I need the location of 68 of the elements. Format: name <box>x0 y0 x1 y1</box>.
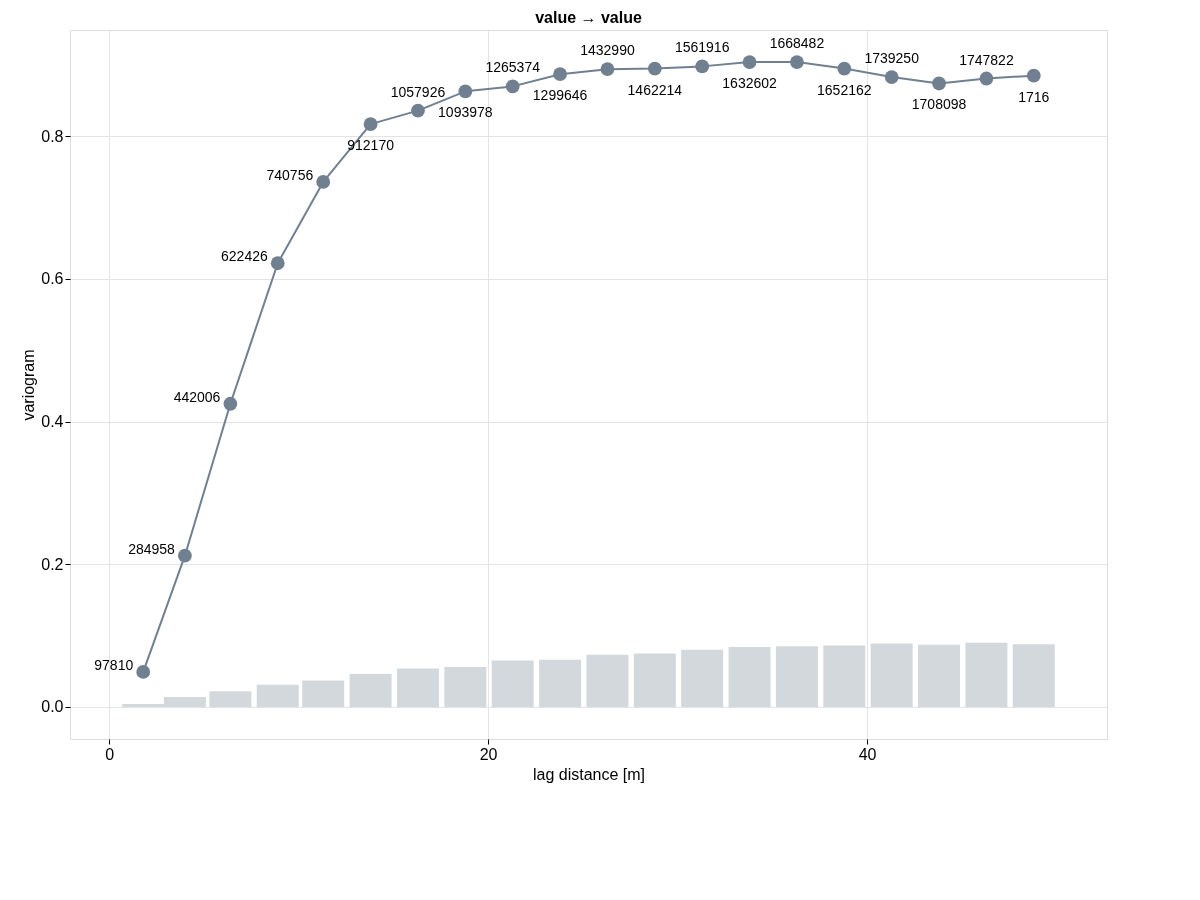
annotation: 1561916 <box>674 39 730 56</box>
bar <box>539 659 582 707</box>
annotation: 1668482 <box>769 35 825 52</box>
bar <box>256 684 299 707</box>
x-tick-label: 0 <box>105 745 115 763</box>
point <box>600 62 615 77</box>
point <box>742 55 757 69</box>
bar <box>396 668 439 707</box>
annotation: 284958 <box>128 540 176 557</box>
bar <box>633 653 676 707</box>
bar <box>491 660 534 707</box>
point <box>790 55 804 69</box>
point <box>270 256 285 271</box>
y-tick-label: 0.8 <box>41 127 64 145</box>
annotation: 1057926 <box>390 83 446 100</box>
annotation: 1708098 <box>911 96 967 113</box>
point <box>1026 68 1041 83</box>
bar <box>775 646 818 707</box>
bar <box>918 644 961 707</box>
point <box>837 61 852 76</box>
x-tick-label: 40 <box>858 745 877 763</box>
y-tick-label: 0.2 <box>41 555 64 573</box>
point <box>553 67 567 82</box>
annotation: 1462214 <box>627 81 683 98</box>
y-tick-label: 0.0 <box>41 698 64 716</box>
bar <box>681 649 724 707</box>
annotation: 97810 <box>94 656 134 673</box>
point <box>979 71 994 86</box>
annotation: 1432990 <box>580 42 635 59</box>
annotation: 1299646 <box>532 87 588 104</box>
bar <box>349 674 392 707</box>
point <box>505 79 520 94</box>
y-tick-label: 0.6 <box>41 270 64 288</box>
bar <box>1012 644 1055 707</box>
point <box>932 76 946 91</box>
annotation: 1265374 <box>485 59 541 76</box>
annotation: 442006 <box>173 388 221 405</box>
annotation: 1632602 <box>722 75 778 92</box>
y-tick-label: 0.4 <box>41 413 64 431</box>
point <box>411 103 425 118</box>
point <box>363 117 378 132</box>
bar <box>302 680 345 707</box>
annotation: 1716 <box>1018 88 1050 105</box>
chart-title: value → value <box>535 9 642 26</box>
point <box>458 84 473 99</box>
point <box>695 59 710 74</box>
point <box>316 175 331 189</box>
bar <box>823 645 866 707</box>
x-tick-label: 20 <box>479 745 498 763</box>
bar <box>444 666 487 707</box>
point <box>178 548 192 563</box>
annotation: 1747822 <box>959 51 1014 68</box>
bar <box>870 643 913 707</box>
point <box>647 61 662 76</box>
annotation: 622426 <box>221 248 268 265</box>
bar <box>965 642 1008 707</box>
point <box>223 396 238 411</box>
x-axis-title: lag distance [m] <box>532 765 646 783</box>
bar <box>209 691 252 707</box>
annotation: 1093978 <box>438 104 493 121</box>
bar <box>728 646 771 707</box>
annotation: 1652162 <box>817 81 872 98</box>
annotation: 1739250 <box>864 50 920 67</box>
bar <box>586 654 629 707</box>
point <box>136 665 151 679</box>
annotation: 740756 <box>266 166 314 183</box>
y-axis-title: variogram <box>20 349 38 421</box>
point <box>884 70 899 84</box>
